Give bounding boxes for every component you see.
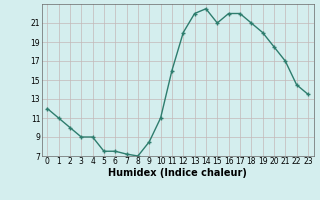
X-axis label: Humidex (Indice chaleur): Humidex (Indice chaleur)	[108, 168, 247, 178]
